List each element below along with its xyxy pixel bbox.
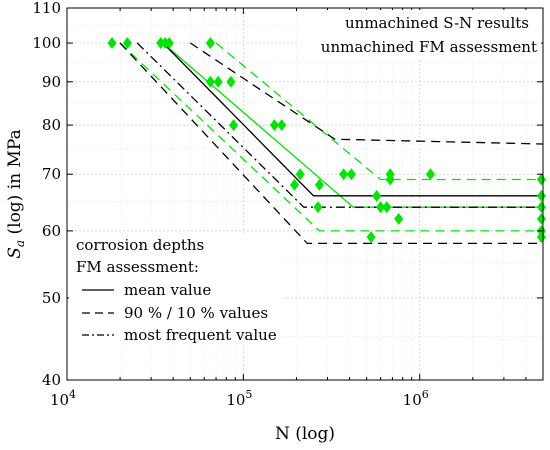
legend-entry-fm: unmachined FM assessment	[321, 38, 537, 56]
x-tick-label: 105	[226, 388, 252, 409]
sn-data-point	[290, 178, 300, 191]
sn-data-point	[226, 75, 236, 88]
sn-data-point	[277, 119, 287, 132]
sn-data-point	[339, 168, 349, 181]
ticks: 40 50 60 70 80 90 100 110 104 105 106	[32, 0, 544, 409]
sn-data-point	[536, 212, 546, 225]
sn-data-point	[269, 119, 279, 132]
sn-data-point	[372, 189, 382, 202]
sn-data-point	[536, 173, 546, 186]
legend-entry-sn: unmachined S-N results	[345, 14, 529, 32]
y-tick-label: 60	[42, 222, 61, 240]
sn-data-point	[382, 201, 392, 214]
legend-entry-percentile: 90 % / 10 % values	[124, 304, 268, 322]
y-axis-label-rest: (log) in MPa	[5, 129, 25, 240]
sn-data-point	[314, 178, 324, 191]
sn-data-point	[295, 168, 305, 181]
sn-data-point	[205, 75, 215, 88]
fm-dashdot-line	[136, 42, 543, 208]
y-axis-label-subscript: a	[13, 240, 27, 247]
sn-data-point	[385, 173, 395, 186]
series	[119, 42, 544, 245]
legend-top: unmachined S-N results unmachined FM ass…	[298, 10, 541, 60]
sn-data-point	[229, 119, 239, 132]
y-tick-label: 80	[42, 116, 61, 134]
y-tick-label: 40	[42, 371, 61, 389]
sn-data-point	[425, 168, 435, 181]
markers	[107, 37, 546, 244]
sn-data-point	[205, 37, 215, 50]
sn-data-point	[313, 201, 323, 214]
sn-data-point	[536, 201, 546, 214]
sn-data-point	[394, 212, 404, 225]
fm-solid-line	[162, 42, 543, 197]
sn-data-point	[366, 231, 376, 244]
y-tick-label: 100	[32, 34, 61, 52]
sn-dashed-line	[119, 42, 543, 232]
y-axis-label-symbol: S	[5, 247, 25, 259]
legend-title-line-2: FM assessment:	[76, 258, 199, 276]
legend-entry-most-frequent: most frequent value	[124, 326, 277, 344]
sn-solid-line	[162, 42, 543, 208]
legend-title-line-1: corrosion depths	[76, 236, 204, 254]
sn-data-point	[122, 37, 132, 50]
sn-data-point	[213, 75, 223, 88]
y-tick-label: 50	[42, 289, 61, 307]
y-tick-label: 90	[42, 73, 61, 91]
fm-dashed-line	[119, 42, 543, 245]
legend-bottom: corrosion depths FM assessment: mean val…	[69, 233, 281, 345]
x-axis-label: N (log)	[275, 424, 335, 444]
x-tick-label: 106	[403, 388, 429, 409]
y-tick-label: 70	[42, 165, 61, 183]
legend-bottom-background	[69, 233, 281, 345]
sn-data-point	[536, 231, 546, 244]
plot-frame	[66, 7, 544, 381]
y-axis-label: Sa (log) in MPa	[5, 129, 27, 258]
y-tick-label: 110	[32, 0, 61, 17]
sn-data-point	[346, 168, 356, 181]
sn-data-point	[107, 37, 117, 50]
sn-data-point	[376, 201, 386, 214]
legend-entry-mean: mean value	[124, 281, 211, 299]
grid	[66, 7, 544, 381]
sn-data-point	[536, 189, 546, 202]
fm-dashed-line	[189, 42, 544, 145]
sn-dashed-line	[215, 42, 543, 181]
sn-data-point	[164, 37, 174, 50]
x-tick-label: 104	[50, 388, 76, 409]
legend-top-background	[298, 10, 541, 60]
